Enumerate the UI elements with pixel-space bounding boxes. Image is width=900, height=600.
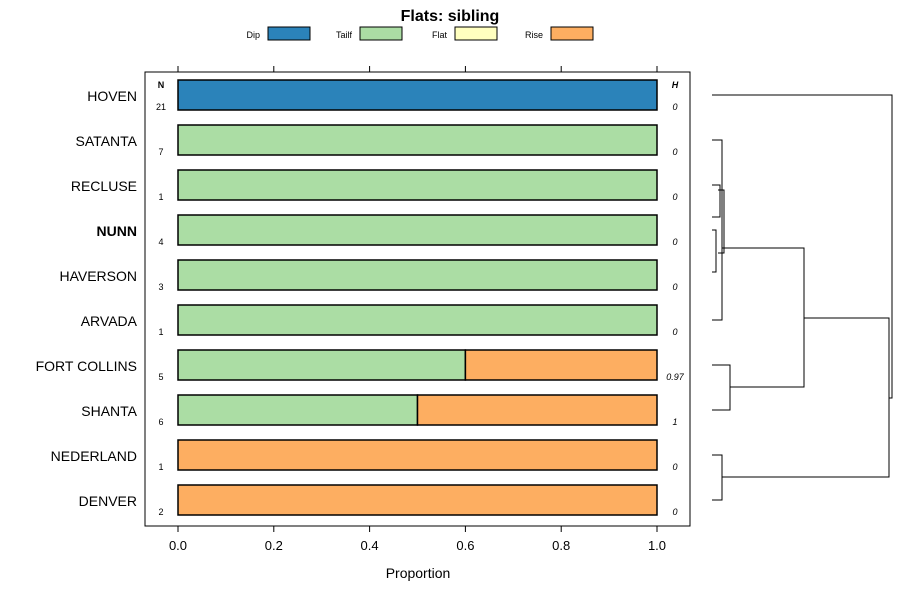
h-value: 0 bbox=[672, 192, 677, 202]
category-label: HOVEN bbox=[87, 88, 137, 104]
bar-row: NEDERLAND 1 0 bbox=[51, 439, 678, 472]
bar-row: SATANTA 7 0 bbox=[76, 124, 678, 157]
category-label: SATANTA bbox=[76, 133, 138, 149]
legend-label: Tailf bbox=[336, 30, 353, 40]
category-label: RECLUSE bbox=[71, 178, 137, 194]
legend-label: Rise bbox=[525, 30, 543, 40]
legend-label: Flat bbox=[432, 30, 448, 40]
n-value: 4 bbox=[158, 237, 163, 247]
dendrogram-branch bbox=[712, 184, 721, 218]
bar-segment-tailf bbox=[177, 169, 658, 201]
n-value: 1 bbox=[158, 192, 163, 202]
n-value: 1 bbox=[158, 327, 163, 337]
n-value: 21 bbox=[156, 102, 166, 112]
dendrogram bbox=[712, 94, 893, 501]
legend: Dip Tailf Flat Rise bbox=[246, 26, 594, 41]
n-value: 3 bbox=[158, 282, 163, 292]
h-value: 0 bbox=[672, 507, 677, 517]
bar-row: HOVEN 21 0 bbox=[87, 79, 678, 112]
bar-segment-tailf bbox=[177, 349, 467, 381]
bar-segment-rise bbox=[416, 394, 658, 426]
bar-segment-tailf bbox=[177, 124, 658, 156]
bar-segment-tailf bbox=[177, 394, 419, 426]
dendrogram-branch bbox=[712, 139, 723, 321]
legend-label: Dip bbox=[246, 30, 260, 40]
h-value: 0 bbox=[672, 462, 677, 472]
n-value: 2 bbox=[158, 507, 163, 517]
x-axis-label: Proportion bbox=[386, 565, 451, 581]
bar-segment-rise bbox=[464, 349, 658, 381]
dendrogram-branch bbox=[712, 364, 731, 411]
legend-swatch bbox=[267, 26, 311, 41]
bar-row: RECLUSE 1 0 bbox=[71, 169, 678, 202]
dendrogram-branch bbox=[712, 229, 717, 273]
n-value: 7 bbox=[158, 147, 163, 157]
bar-segment-tailf bbox=[177, 304, 658, 336]
chart-title: Flats: sibling bbox=[401, 8, 500, 25]
category-label: ARVADA bbox=[81, 313, 138, 329]
bar-row: HAVERSON 3 0 bbox=[59, 259, 678, 292]
dendrogram-branch bbox=[712, 94, 893, 399]
h-column-header: H bbox=[672, 80, 679, 90]
bar-row: NUNN 4 0 bbox=[97, 214, 678, 247]
dendrogram-branch bbox=[722, 317, 890, 478]
bar-segment-dip bbox=[177, 79, 658, 111]
h-value: 1 bbox=[672, 417, 677, 427]
x-tick-label: 0.0 bbox=[169, 538, 187, 553]
x-tick-label: 1.0 bbox=[648, 538, 666, 553]
h-value: 0 bbox=[672, 147, 677, 157]
legend-swatch bbox=[550, 26, 594, 41]
n-value: 5 bbox=[158, 372, 163, 382]
h-value: 0 bbox=[672, 282, 677, 292]
h-value: 0 bbox=[672, 102, 677, 112]
h-value: 0.97 bbox=[666, 372, 685, 382]
category-label: NUNN bbox=[97, 223, 137, 239]
category-label: NEDERLAND bbox=[51, 448, 137, 464]
x-tick-label: 0.8 bbox=[552, 538, 570, 553]
bar-segment-tailf bbox=[177, 214, 658, 246]
bar-row: ARVADA 1 0 bbox=[81, 304, 678, 337]
x-tick-label: 0.6 bbox=[456, 538, 474, 553]
bar-segment-rise bbox=[177, 439, 658, 471]
category-label: HAVERSON bbox=[59, 268, 137, 284]
n-value: 1 bbox=[158, 462, 163, 472]
h-value: 0 bbox=[672, 327, 677, 337]
n-column-header: N bbox=[158, 80, 165, 90]
x-axis: 0.0 0.2 0.4 0.6 0.8 1.0 bbox=[169, 66, 666, 553]
legend-swatch bbox=[454, 26, 498, 41]
bar-segment-tailf bbox=[177, 259, 658, 291]
x-tick-label: 0.4 bbox=[361, 538, 379, 553]
bar-row: FORT COLLINS 5 0.97 bbox=[36, 349, 685, 382]
plot-frame bbox=[144, 71, 691, 527]
x-tick-label: 0.2 bbox=[265, 538, 283, 553]
legend-swatch bbox=[359, 26, 403, 41]
dendrogram-branch bbox=[718, 189, 725, 254]
bar-row: DENVER 2 0 bbox=[79, 484, 678, 517]
category-label: DENVER bbox=[79, 493, 137, 509]
bar-row: SHANTA 6 1 bbox=[81, 394, 678, 427]
n-value: 6 bbox=[158, 417, 163, 427]
bar-segment-rise bbox=[177, 484, 658, 516]
h-value: 0 bbox=[672, 237, 677, 247]
category-label: FORT COLLINS bbox=[36, 358, 137, 374]
dendrogram-branch bbox=[712, 454, 723, 501]
dendrogram-branch bbox=[722, 247, 805, 388]
category-label: SHANTA bbox=[81, 403, 137, 419]
